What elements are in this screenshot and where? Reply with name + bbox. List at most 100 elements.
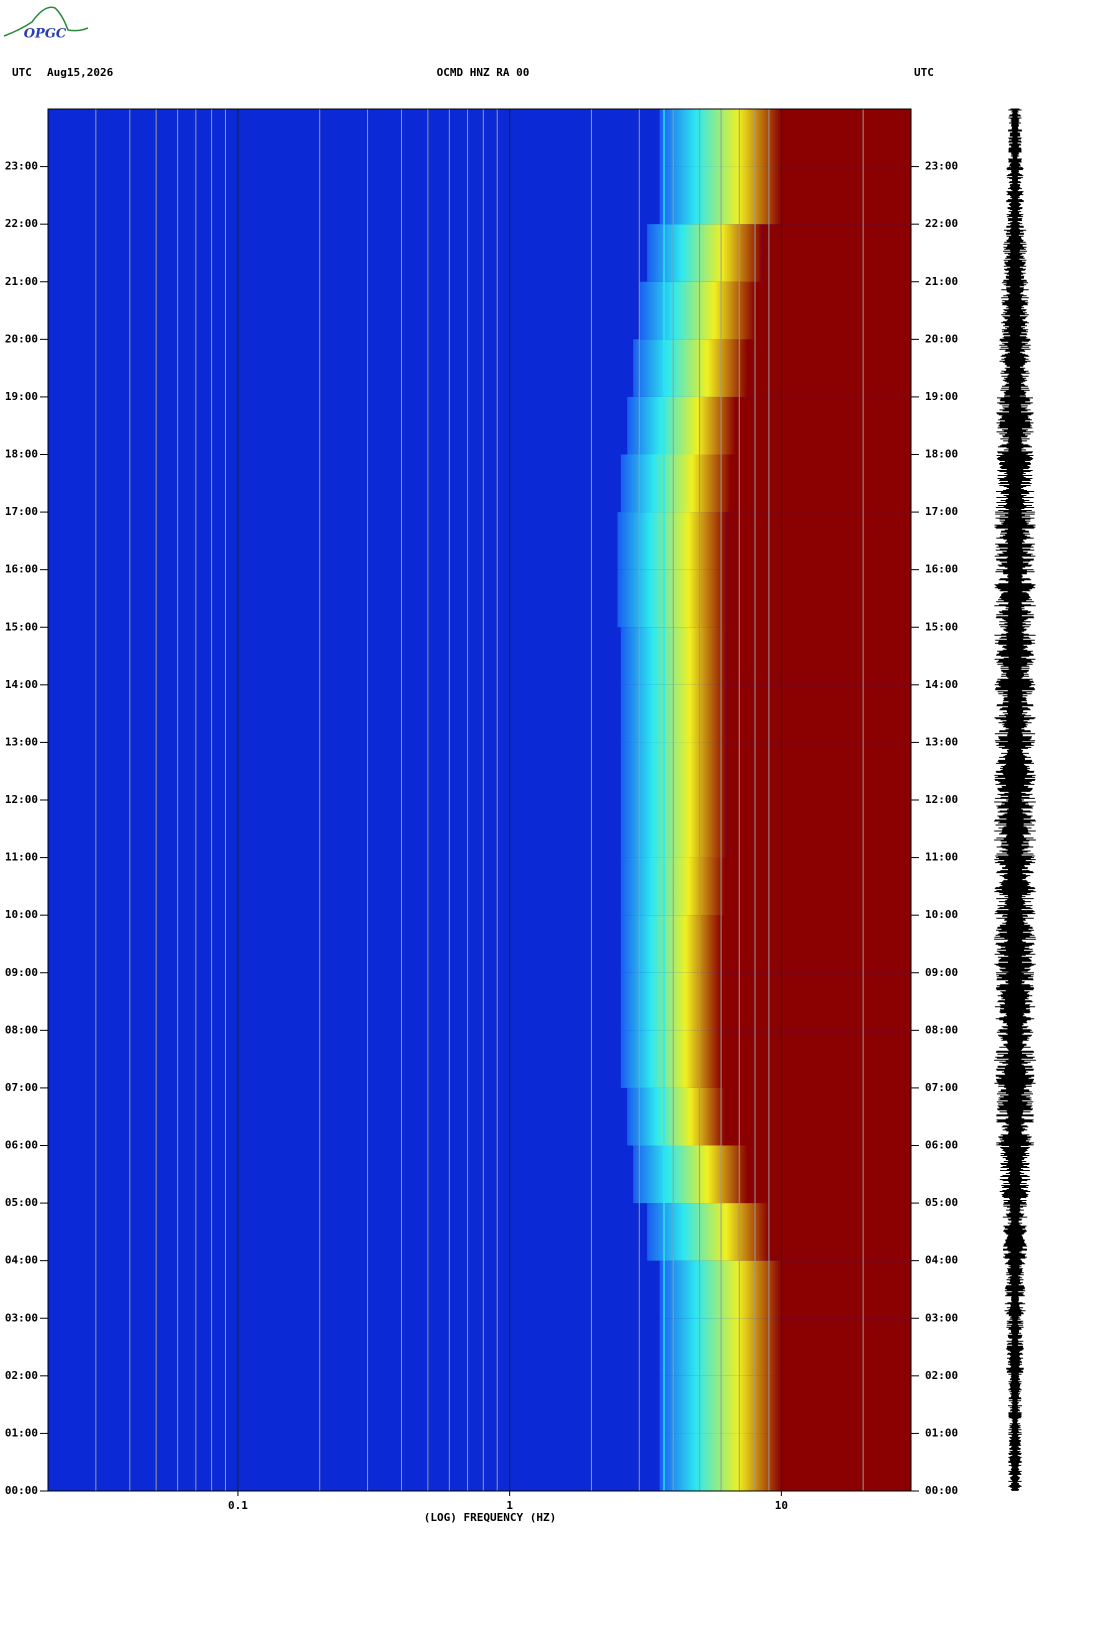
band-high-power (747, 339, 911, 397)
band-high-power (781, 1318, 911, 1376)
band-gradient (620, 742, 727, 800)
seismogram-segment (994, 857, 1036, 916)
band-gradient (620, 454, 731, 513)
logo-mark (3, 6, 89, 37)
y-tick-label: 00:00 (5, 1484, 38, 1497)
y-tick-label: 05:00 (5, 1196, 38, 1209)
y-tick-label: 07:00 (925, 1081, 958, 1094)
seismogram-segment (994, 741, 1036, 800)
y-tick-label: 08:00 (5, 1023, 38, 1036)
band-high-power (726, 800, 911, 858)
band-gradient (620, 1030, 722, 1088)
y-tick-label: 03:00 (5, 1311, 38, 1324)
logo: OPGC (24, 27, 67, 42)
y-tick-label: 00:00 (925, 1484, 958, 1497)
band-high-power (726, 742, 911, 800)
band-gradient (620, 627, 727, 685)
seismogram-segment (994, 511, 1036, 570)
y-tick-label: 09:00 (925, 966, 958, 979)
seismogram-segment (1004, 1260, 1026, 1319)
y-tick-label: 02:00 (5, 1369, 38, 1382)
seismogram-segment (1002, 1202, 1028, 1261)
band-gradient (627, 396, 736, 455)
y-tick-label: 01:00 (925, 1426, 958, 1439)
band-gradient (617, 569, 727, 628)
band-gradient (647, 224, 763, 282)
seismogram-segment (994, 1029, 1036, 1088)
y-tick-label: 13:00 (5, 735, 38, 748)
seismogram-segment (1006, 166, 1024, 225)
band-high-power (726, 569, 911, 628)
x-tick-label: 0.1 (228, 1499, 248, 1512)
seismogram-segment (1006, 1317, 1024, 1376)
y-tick-label: 21:00 (5, 275, 38, 288)
band-gradient (620, 800, 727, 858)
header-zone: UTC (12, 66, 32, 79)
band-high-power (781, 1375, 911, 1434)
band-high-power (730, 454, 911, 513)
y-tick-label: 15:00 (925, 620, 958, 633)
seismogram-segment (994, 684, 1036, 743)
y-tick-label: 20:00 (5, 332, 38, 345)
x-tick-label: 10 (775, 1499, 788, 1512)
seismogram-segment (996, 1087, 1034, 1146)
x-axis-label: (LOG) FREQUENCY (HZ) (424, 1511, 556, 1524)
band-gradient (659, 1260, 782, 1319)
seismogram-segment (1008, 1432, 1022, 1491)
y-tick-label: 17:00 (925, 505, 958, 518)
y-tick-label: 03:00 (925, 1311, 958, 1324)
band-gradient (627, 1087, 725, 1146)
y-tick-label: 20:00 (925, 332, 958, 345)
band-gradient (638, 281, 756, 340)
y-tick-label: 04:00 (5, 1254, 38, 1267)
band-high-power (781, 1260, 911, 1319)
y-tick-label: 22:00 (5, 217, 38, 230)
seismogram-segment (999, 1145, 1031, 1203)
y-tick-label: 06:00 (5, 1139, 38, 1152)
y-tick-label: 19:00 (5, 390, 38, 403)
band-gradient (659, 1433, 782, 1491)
y-tick-label: 11:00 (925, 851, 958, 864)
y-tick-label: 09:00 (5, 966, 38, 979)
chart-title: OCMD HNZ RA 00 (437, 66, 530, 79)
y-tick-label: 23:00 (925, 160, 958, 173)
band-high-power (721, 1030, 911, 1088)
y-tick-label: 05:00 (925, 1196, 958, 1209)
y-tick-label: 07:00 (5, 1081, 38, 1094)
y-tick-label: 23:00 (5, 160, 38, 173)
seismogram-segment (1001, 281, 1029, 340)
y-tick-label: 14:00 (925, 678, 958, 691)
plot-area: 0.1 1 10 00:00 00:00 01:00 01:00 02:00 02:00 03:0… (5, 108, 1036, 1512)
plot-frame (47, 108, 912, 1492)
band-gradient (659, 166, 782, 225)
band-high-power (726, 627, 911, 685)
y-tick-label: 01:00 (5, 1426, 38, 1439)
band-gradient (620, 684, 727, 743)
y-tick-label: 22:00 (925, 217, 958, 230)
band-gradient (633, 1145, 748, 1204)
y-tick-label: 15:00 (5, 620, 38, 633)
seismogram-segment (1003, 223, 1027, 282)
band-high-power (726, 684, 911, 743)
band-high-power (747, 1145, 911, 1204)
y-tick-label: 16:00 (925, 563, 958, 576)
band-high-power (735, 396, 911, 455)
band-high-power (762, 224, 911, 282)
seismogram-segment (994, 799, 1036, 858)
seismogram-segment (1008, 1375, 1022, 1434)
seismogram-segment (995, 454, 1035, 512)
seismogram-segment (1008, 108, 1022, 167)
band-high-power (768, 1203, 911, 1261)
y-tick-label: 18:00 (5, 448, 38, 461)
band-high-power (721, 972, 911, 1031)
band-high-power (755, 281, 911, 340)
seismogram-segment (994, 914, 1036, 973)
y-tick-label: 08:00 (925, 1023, 958, 1036)
y-tick-label: 02:00 (925, 1369, 958, 1382)
y-tick-label: 19:00 (925, 390, 958, 403)
y-tick-label: 21:00 (925, 275, 958, 288)
seismogram-segment (994, 626, 1036, 685)
y-tick-label: 12:00 (925, 793, 958, 806)
